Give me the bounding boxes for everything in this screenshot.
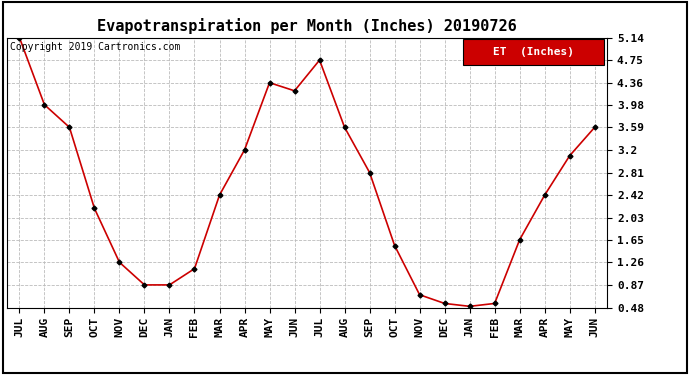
Text: ET  (Inches): ET (Inches) [493, 46, 574, 57]
Title: Evapotranspiration per Month (Inches) 20190726: Evapotranspiration per Month (Inches) 20… [97, 18, 517, 33]
FancyBboxPatch shape [463, 39, 604, 64]
Text: Copyright 2019 Cartronics.com: Copyright 2019 Cartronics.com [10, 42, 180, 51]
